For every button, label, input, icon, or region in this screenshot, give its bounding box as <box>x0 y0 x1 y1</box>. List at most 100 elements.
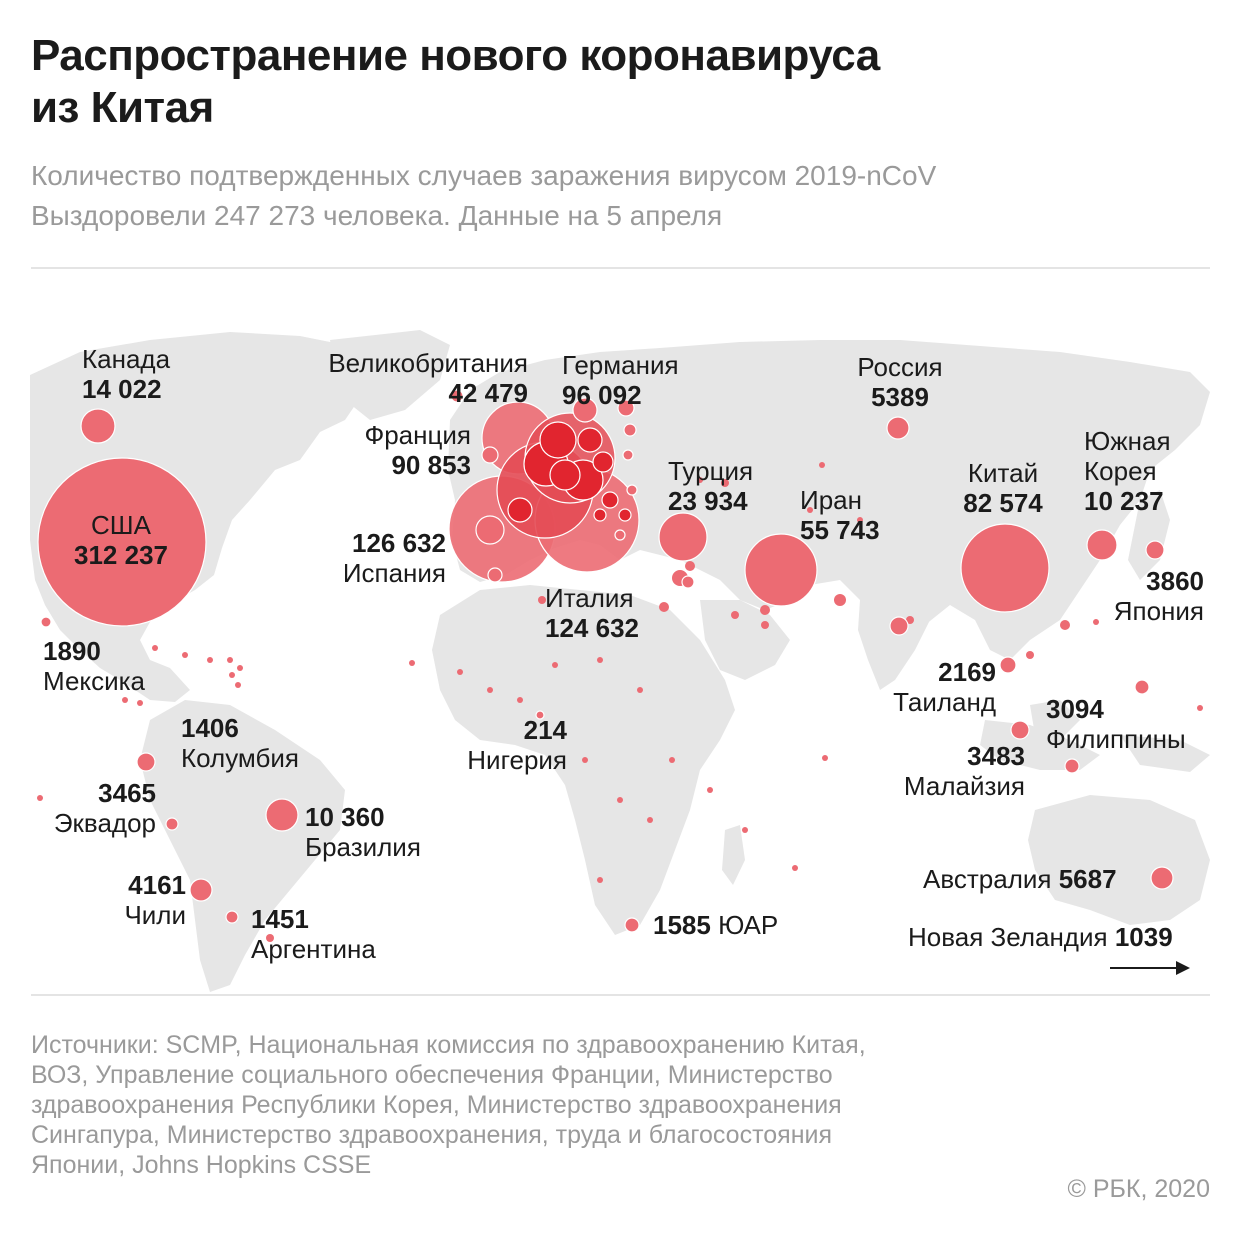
bubble <box>906 616 914 624</box>
arabia-landmass <box>700 600 790 680</box>
bubble-czechia <box>577 427 603 453</box>
bubble <box>597 877 603 883</box>
bubble <box>857 517 863 523</box>
bubble-ukraine <box>626 484 638 496</box>
label-germany: Германия 96 092 <box>562 350 679 410</box>
bubble-australia <box>1150 866 1174 890</box>
bubble-denmark <box>572 397 598 423</box>
label-mexico: 1890 Мексика <box>43 636 146 696</box>
label-australia: Австралия 5687 <box>923 864 1117 894</box>
bubble <box>517 697 523 703</box>
bubble-colombia <box>136 752 156 772</box>
bubble-canada <box>80 408 116 444</box>
new-zealand-arrow <box>1110 961 1190 975</box>
bubble-china <box>960 523 1050 613</box>
bubble-lithuania <box>622 449 634 461</box>
subtitle-line-2: Выздоровели 247 273 человека. Данные на … <box>31 200 723 231</box>
bubble-hungary <box>593 508 607 522</box>
label-canada: Канада 14 022 <box>82 344 171 404</box>
bubble-morocco <box>487 567 503 583</box>
bubble <box>266 934 274 942</box>
australia-landmass <box>1028 795 1210 925</box>
label-colombia: 1406 Колумбия <box>181 713 299 773</box>
bubble <box>1026 651 1034 659</box>
label-south-korea: Южная Корея 10 237 <box>1084 426 1171 516</box>
subtitle-line-1: Количество подтвержденных случаев зараже… <box>31 160 937 191</box>
label-iran: Иран 55 743 <box>800 485 880 545</box>
bubble-russia <box>886 416 910 440</box>
bubble <box>137 700 143 706</box>
label-turkey: Турция 23 934 <box>668 456 754 516</box>
bubble-argentina <box>225 910 239 924</box>
bubble <box>237 665 243 671</box>
bubble-philippines <box>1134 679 1150 695</box>
bubble <box>538 596 546 604</box>
label-chile: 4161 Чили <box>124 870 186 930</box>
bubble <box>685 561 695 571</box>
indonesia-landmass <box>980 720 1100 770</box>
bubble-norway <box>481 446 499 464</box>
page-title: Распространение нового коронавируса из К… <box>31 30 1181 134</box>
country-bubbles <box>37 389 1174 933</box>
south-america-landmass <box>140 700 345 992</box>
bubble <box>760 605 770 615</box>
bubble <box>807 507 813 513</box>
bubble <box>582 757 588 763</box>
title-line-2: из Китая <box>31 83 214 132</box>
bubble <box>487 687 493 693</box>
bubble <box>227 657 233 663</box>
bubble-brazil <box>265 798 299 832</box>
bubble <box>229 672 235 678</box>
bubble-mexico <box>40 616 52 628</box>
bubble <box>822 755 828 761</box>
bubble-malaysia <box>1010 720 1030 740</box>
bubble-chile <box>189 878 213 902</box>
borneo-landmass <box>1030 700 1080 740</box>
bubble <box>819 462 825 468</box>
label-japan: 3860 Япония <box>1113 566 1204 626</box>
label-new-zealand: Новая Зеландия 1039 <box>908 922 1173 952</box>
bubble <box>742 827 748 833</box>
label-usa: США 312 237 <box>74 510 168 570</box>
label-russia: Россия 5389 <box>857 352 943 412</box>
bubble <box>707 787 713 793</box>
bubble-usa <box>37 457 207 627</box>
bubble-india <box>889 616 909 636</box>
label-uk: Великобритания 42 479 <box>328 348 528 408</box>
subtitle: Количество подтвержденных случаев зараже… <box>31 156 1211 236</box>
bubble <box>1093 619 1099 625</box>
bubble-turkey <box>658 512 708 562</box>
bubble-egypt <box>681 575 695 589</box>
bubble-portugal <box>507 497 533 523</box>
label-south-africa: 1585 ЮАР <box>653 910 779 940</box>
bubble <box>1060 620 1070 630</box>
greenland-landmass <box>330 330 450 420</box>
bubble-ireland <box>450 389 464 403</box>
bubble-greece <box>614 529 626 541</box>
bubble-netherlands <box>539 421 577 459</box>
bubble <box>637 687 643 693</box>
label-philippines: 3094 Филиппины <box>1046 694 1186 754</box>
label-france: Франция 90 853 <box>364 420 471 480</box>
label-argentina: 1451 Аргентина <box>251 904 376 964</box>
bubble-austria <box>549 459 581 491</box>
bubble <box>37 795 43 801</box>
bubble <box>647 817 653 823</box>
bubble <box>697 477 703 483</box>
bubble-serbia <box>601 491 619 509</box>
madagascar-landmass <box>722 825 745 885</box>
label-china: Китай 82 574 <box>963 458 1043 518</box>
bubble-romania <box>618 508 632 522</box>
bottom-divider <box>31 994 1210 996</box>
europe-cluster <box>448 397 640 583</box>
bubble <box>721 479 729 487</box>
label-brazil: 10 360 Бразилия <box>305 802 421 862</box>
label-thailand: 2169 Таиланд <box>893 657 996 717</box>
bubble <box>235 682 241 688</box>
bubble-ecuador <box>165 817 179 831</box>
bubble <box>409 660 415 666</box>
top-divider <box>31 267 1210 269</box>
copyright: © РБК, 2020 <box>1067 1175 1210 1203</box>
bubble <box>834 594 846 606</box>
bubble <box>669 757 675 763</box>
